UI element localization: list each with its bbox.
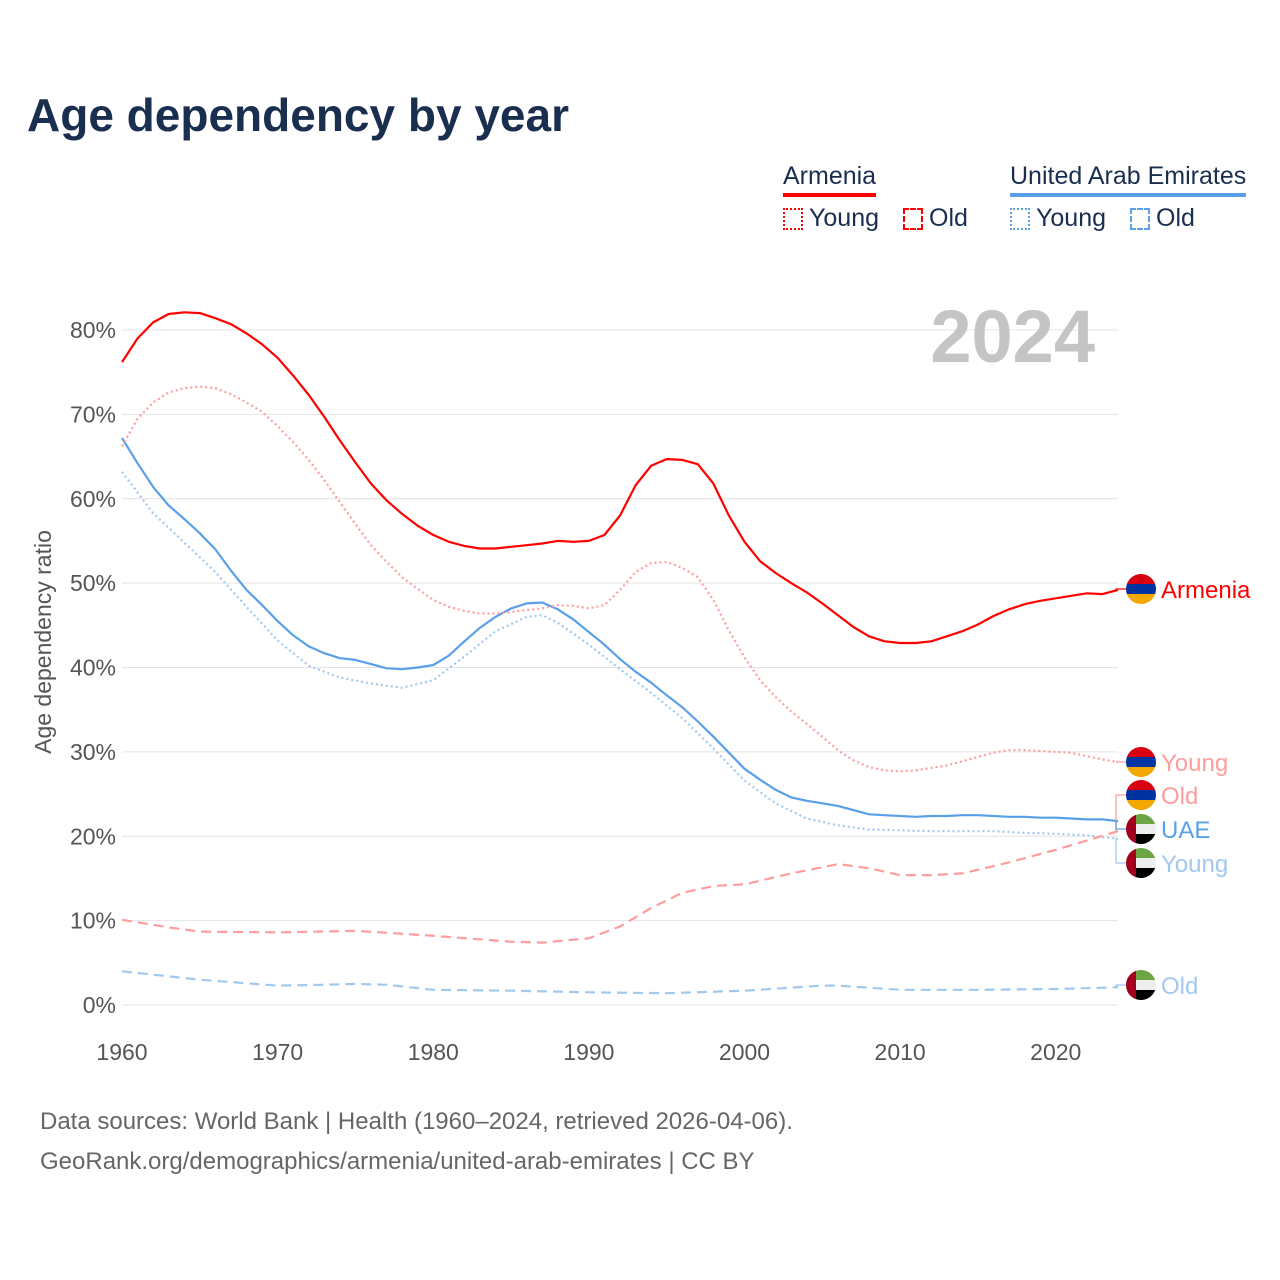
x-tick-label: 2010	[875, 1039, 926, 1065]
uae-flag-icon	[1126, 848, 1156, 878]
end-labels: Armenia Young Old UAE Young Old	[1115, 574, 1251, 1000]
series-line-united-arab-emirates[interactable]	[121, 437, 1119, 823]
legend-uae-young[interactable]: Young	[1010, 204, 1106, 233]
end-label: Old	[1161, 973, 1198, 1000]
uae-flag-icon	[1126, 814, 1156, 844]
armenia-flag-icon	[1126, 574, 1156, 604]
y-tick-label: 30%	[70, 739, 116, 765]
legend-armenia-old[interactable]: Old	[903, 204, 968, 233]
legend-armenia[interactable]: Armenia	[783, 162, 877, 197]
footer-link[interactable]: GeoRank.org/demographics/armenia/united-…	[40, 1148, 755, 1175]
legend-uae[interactable]: United Arab Emirates	[1010, 162, 1247, 197]
legend-label: Young	[809, 204, 879, 232]
legend-label: Old	[929, 204, 968, 232]
series-line-united-arab-emirates-young[interactable]	[121, 471, 1119, 840]
legend-label: Young	[1036, 204, 1106, 232]
y-tick-label: 0%	[83, 992, 116, 1018]
x-tick-label: 1960	[96, 1039, 147, 1065]
uae-flag-icon	[1126, 970, 1156, 1000]
y-tick-labels: 0% 10% 20% 30% 40% 50% 60% 70% 80%	[70, 317, 116, 1018]
label-connector	[1115, 794, 1126, 832]
x-tick-label: 2000	[719, 1039, 770, 1065]
end-label: UAE	[1161, 817, 1210, 844]
y-axis-label: Age dependency ratio	[30, 530, 56, 754]
series-lines	[121, 311, 1119, 995]
label-connector	[1115, 984, 1126, 988]
series-line-armenia[interactable]	[121, 311, 1119, 645]
x-tick-label: 1980	[408, 1039, 459, 1065]
x-tick-label: 2020	[1030, 1039, 1081, 1065]
y-tick-label: 40%	[70, 655, 116, 681]
footer-source: Data sources: World Bank | Health (1960–…	[40, 1108, 793, 1135]
dotted-swatch-icon	[783, 207, 803, 230]
end-label: Old	[1161, 783, 1198, 810]
label-connector	[1115, 820, 1126, 830]
y-tick-label: 20%	[70, 823, 116, 849]
y-tick-label: 70%	[70, 401, 116, 427]
dotted-swatch-icon	[1010, 207, 1030, 230]
dashed-swatch-icon	[1130, 207, 1150, 230]
chart-title: Age dependency by year	[27, 89, 569, 141]
armenia-flag-icon	[1126, 747, 1156, 777]
end-label: Young	[1161, 851, 1228, 878]
y-tick-label: 80%	[70, 317, 116, 343]
series-line-armenia-old[interactable]	[121, 830, 1119, 944]
end-label: Young	[1161, 750, 1228, 777]
legend-label: Old	[1156, 204, 1195, 232]
label-connector	[1115, 588, 1126, 591]
series-line-armenia-young[interactable]	[121, 385, 1119, 773]
dashed-swatch-icon	[903, 207, 923, 230]
y-tick-label: 10%	[70, 908, 116, 934]
y-tick-label: 50%	[70, 570, 116, 596]
armenia-flag-icon	[1126, 780, 1156, 810]
legend-armenia-young[interactable]: Young	[783, 204, 879, 233]
gridlines	[122, 329, 1118, 1006]
year-badge: 2024	[930, 295, 1095, 378]
series-line-united-arab-emirates-old[interactable]	[121, 970, 1119, 995]
label-connector	[1115, 838, 1126, 864]
x-tick-label: 1970	[252, 1039, 303, 1065]
end-label: Armenia	[1161, 577, 1251, 604]
y-tick-label: 60%	[70, 486, 116, 512]
legend-uae-old[interactable]: Old	[1130, 204, 1195, 233]
x-tick-label: 1990	[563, 1039, 614, 1065]
x-tick-labels: 1960 1970 1980 1990 2000 2010 2020	[96, 1039, 1081, 1065]
